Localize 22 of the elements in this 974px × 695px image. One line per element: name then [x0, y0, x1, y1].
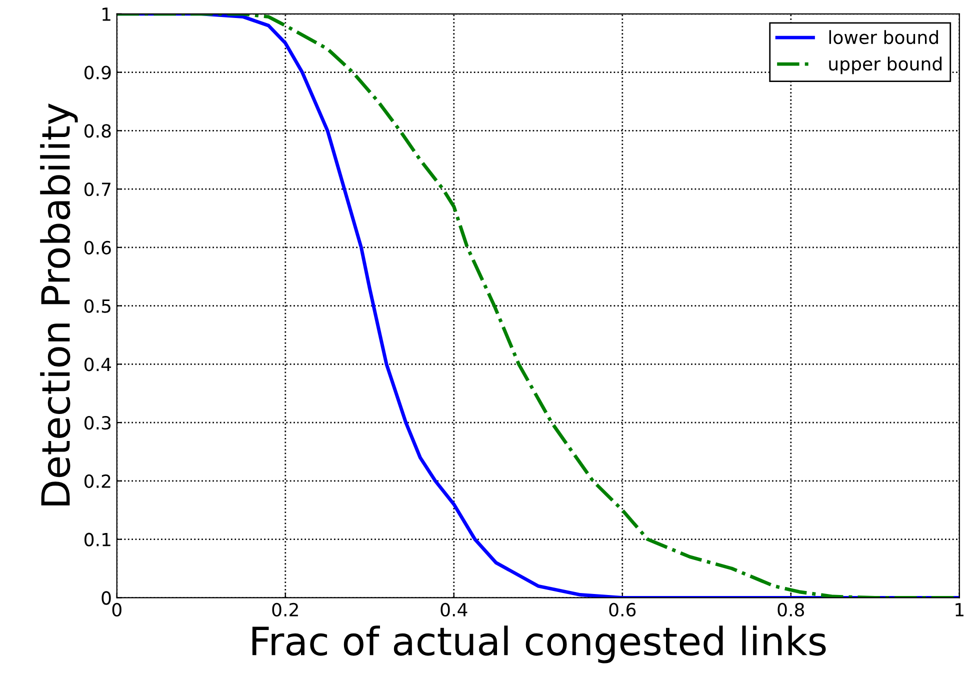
y-tick-label: 0.8	[84, 124, 111, 138]
y-axis-title: Detection Probability	[40, 104, 78, 506]
y-tick-label: 0.4	[84, 358, 112, 372]
y-tick-label: 0.9	[84, 66, 111, 80]
y-tick-label: 0.5	[84, 299, 110, 313]
x-tick-label: 1	[956, 603, 964, 616]
y-tick-label: 0.1	[84, 532, 110, 546]
line-series	[116, 14, 960, 598]
x-tick-label: 0.4	[440, 602, 468, 617]
legend-label: upper bound	[829, 56, 942, 74]
y-tick-label: 0.2	[84, 474, 110, 488]
y-tick-label: 0.6	[84, 240, 111, 255]
legend-label: lower bound	[829, 30, 938, 44]
y-tick-label: 0.3	[84, 416, 111, 430]
y-tick-label: 0	[102, 591, 111, 605]
y-tick-label: 1	[102, 8, 110, 21]
x-tick-label: 0	[112, 602, 122, 617]
x-tick-label: 0.8	[778, 602, 804, 617]
y-tick-label: 0.7	[84, 182, 110, 196]
x-tick-label: 0.6	[609, 602, 636, 617]
x-tick-label: 0.2	[272, 602, 298, 617]
x-axis-title: Frac of actual congested links	[252, 626, 826, 664]
